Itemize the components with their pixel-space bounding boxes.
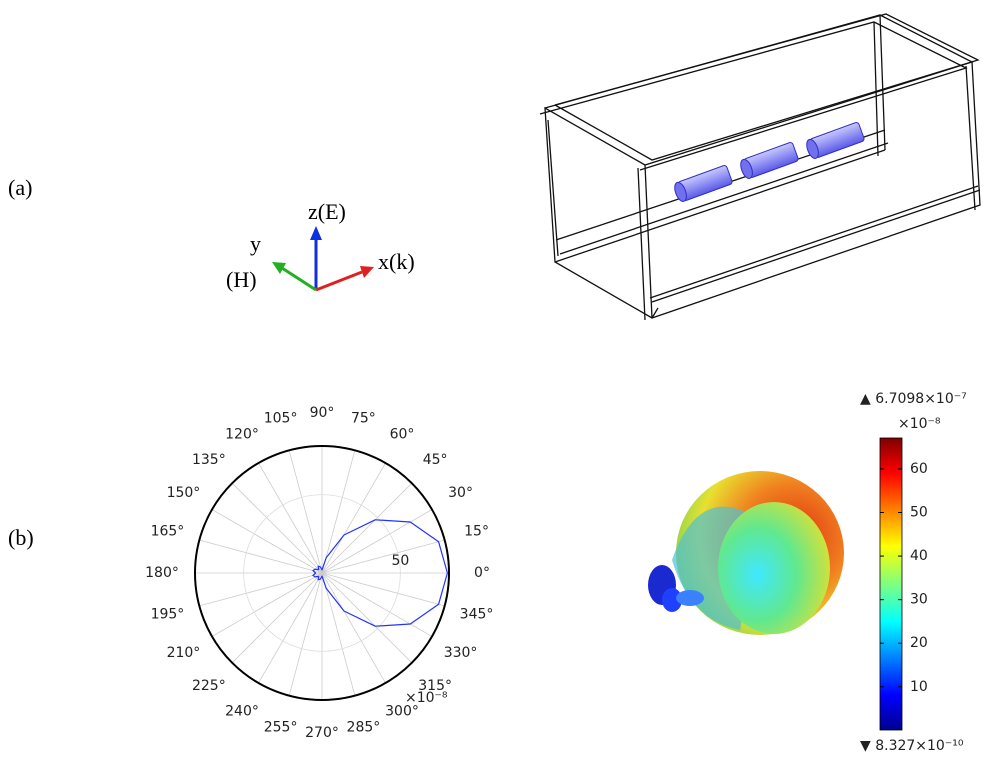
panel-label: (b) <box>8 525 34 550</box>
angle-tick-label: 45° <box>423 452 448 468</box>
angle-tick-label: 285° <box>347 720 381 736</box>
colorbar-tick-label: 40 <box>910 548 928 564</box>
grid-spoke <box>199 573 322 606</box>
angle-tick-label: 165° <box>151 524 185 540</box>
angle-tick-label: 120° <box>225 426 259 442</box>
colorbar-min: ▼ 8.327×10⁻¹⁰ <box>860 738 964 754</box>
angle-tick-label: 60° <box>390 426 415 442</box>
colorbar-tick-label: 20 <box>910 635 928 651</box>
colorbar-tick-label: 60 <box>910 461 928 477</box>
grid-spoke <box>322 573 386 683</box>
polar-plot: 0° 15° 30° 45° 60° 75° 90° 105° 120° 135° 150° 165°… <box>145 405 493 741</box>
angle-tick-label: 270° <box>305 725 339 741</box>
axis-label: z(E) <box>308 199 346 224</box>
angle-tick-label: 195° <box>151 606 185 622</box>
y-arrow <box>282 268 316 290</box>
r-tick-label: 50 <box>391 553 409 569</box>
r-multiplier: ×10⁻⁸ <box>405 690 448 706</box>
angle-tick-label: 345° <box>460 606 494 622</box>
grid-spoke <box>322 450 355 573</box>
grid-spoke <box>322 463 386 573</box>
colorbar-tick-label: 50 <box>910 505 928 521</box>
angle-tick-label: 0° <box>474 565 490 581</box>
x-arrow <box>316 272 362 290</box>
angle-tick-label: 180° <box>145 565 179 581</box>
grid-spoke <box>259 463 323 573</box>
grid-spoke <box>322 573 445 606</box>
radiation-3d <box>648 471 844 635</box>
grid-spoke <box>322 573 355 696</box>
grid-spoke <box>322 573 412 663</box>
axis-triad: z(E) y (H) x(k) <box>226 199 415 292</box>
angle-tick-label: 135° <box>192 452 226 468</box>
colorbar-multiplier: ×10⁻⁸ <box>898 416 941 432</box>
colorbar <box>880 438 902 730</box>
axis-label: x(k) <box>378 249 415 274</box>
axis-label: (H) <box>226 267 257 292</box>
grid-spoke <box>289 450 322 573</box>
rods <box>672 122 864 203</box>
colorbar-tick-label: 10 <box>910 679 928 695</box>
grid-spoke <box>212 573 322 637</box>
angle-tick-label: 105° <box>264 410 298 426</box>
angle-tick-label: 330° <box>444 645 478 661</box>
angle-tick-label: 225° <box>192 678 226 694</box>
x-arrow-head <box>360 266 374 278</box>
figure: (a) (b) z(E) y (H) x(k) <box>0 0 997 762</box>
angle-tick-label: 75° <box>351 410 376 426</box>
grid-spoke <box>199 540 322 573</box>
angle-tick-label: 90° <box>310 405 335 421</box>
grid-spoke <box>232 483 322 573</box>
grid-spoke <box>322 540 445 573</box>
angle-tick-label: 255° <box>264 720 298 736</box>
grid-spoke <box>259 573 323 683</box>
angle-tick-label: 15° <box>464 524 489 540</box>
grid-spoke <box>289 573 322 696</box>
panel-label: (a) <box>8 175 32 200</box>
z-arrow-head <box>310 226 322 240</box>
grid-spoke <box>212 510 322 574</box>
axis-label: y <box>250 231 261 256</box>
grid-spoke <box>232 573 322 663</box>
angle-tick-label: 30° <box>448 485 473 501</box>
colorbar-max: ▲ 6.7098×10⁻⁷ <box>860 391 967 407</box>
colorbar-tick-label: 30 <box>910 592 928 608</box>
angle-tick-label: 150° <box>167 485 201 501</box>
angle-tick-label: 240° <box>225 704 259 720</box>
angle-tick-label: 210° <box>167 645 201 661</box>
